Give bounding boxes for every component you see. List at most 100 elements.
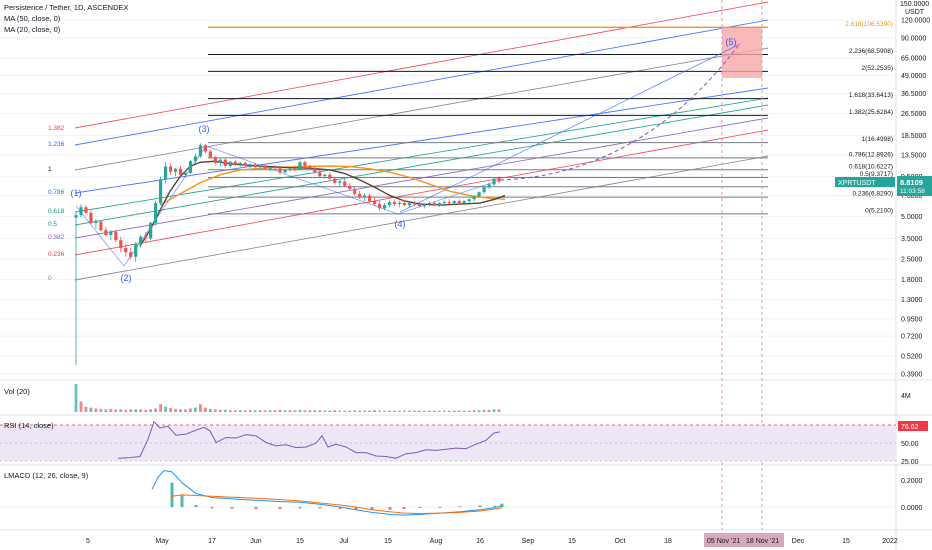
- candle-body: [168, 166, 173, 172]
- candle-body: [178, 168, 183, 175]
- lmacd-hist-bar: [438, 507, 442, 508]
- rsi-polyline: [117, 420, 501, 459]
- price-axis[interactable]: 120.0000 90.0000 65.0000 49.0000 36.5000 26.5…: [901, 18, 930, 379]
- candle-body: [358, 193, 362, 198]
- channel-line: [74, 129, 769, 256]
- volume-bar: [208, 408, 212, 412]
- candle-body: [263, 165, 267, 169]
- ma20-legend: MA (20, close, 0): [4, 25, 61, 34]
- candle-body: [89, 212, 93, 223]
- candle-body: [338, 181, 342, 183]
- time-tick: 18: [664, 538, 672, 545]
- time-tick: Dec: [792, 538, 805, 545]
- volume-bar: [169, 408, 172, 412]
- lmacd-hist-bar: [500, 503, 504, 507]
- candle-body: [368, 195, 372, 202]
- candle-body: [397, 203, 402, 205]
- wave-target-line: [399, 43, 741, 213]
- rsi-value: 76.62: [901, 424, 919, 431]
- candle-body: [159, 179, 163, 204]
- candle-body: [273, 167, 277, 169]
- volume-bar: [363, 410, 367, 412]
- candle-body: [243, 162, 247, 166]
- fib-left-label: 1.382: [48, 125, 65, 132]
- channel-line: [74, 104, 769, 226]
- price-tick: 36.5000: [901, 91, 926, 98]
- channel-line: [74, 97, 769, 213]
- volume-bar: [472, 410, 476, 412]
- volume-bar: [74, 384, 78, 412]
- volume-bar: [89, 407, 93, 412]
- candle-body: [268, 167, 272, 169]
- volume-bar: [189, 408, 192, 412]
- candle-body: [348, 185, 352, 189]
- volume-bar: [288, 410, 292, 412]
- candle-body: [218, 159, 222, 163]
- fib-left-label: 1.236: [48, 141, 65, 148]
- chart-title: Persistence / Tether, 1D, ASCENDEX: [4, 3, 129, 12]
- volume-bar: [373, 410, 376, 412]
- top-partial-tick: 150.0000: [900, 1, 929, 8]
- price-tick: 0.7200: [901, 334, 923, 341]
- candle-body: [124, 247, 128, 253]
- volume-bar: [298, 409, 302, 412]
- candle-body: [422, 204, 426, 207]
- candle-body: [308, 165, 312, 169]
- candle-body: [313, 168, 317, 173]
- volume-bar: [323, 410, 327, 412]
- candle-body: [377, 204, 382, 209]
- price-tick: 0.5200: [901, 354, 923, 361]
- candle-body: [104, 230, 108, 235]
- volume-bar: [427, 410, 431, 412]
- candle-body: [183, 172, 188, 175]
- volume-bar: [378, 410, 381, 412]
- volume-bar: [248, 410, 252, 412]
- volume-bar: [383, 410, 386, 412]
- candle-body: [392, 202, 397, 205]
- fib-right-label: 1.382(25.6284): [849, 109, 893, 116]
- candle-body: [119, 240, 123, 248]
- price-tick: 120.0000: [901, 18, 930, 25]
- last-price: 8.8109: [900, 178, 923, 187]
- candle-body: [213, 157, 217, 163]
- candle-body: [163, 166, 168, 180]
- fib-right-label: 2.236(68.5908): [849, 48, 893, 55]
- fib-right-label: 0.236(6.8290): [853, 191, 893, 198]
- candle-body: [223, 159, 227, 166]
- candle-body: [84, 207, 88, 213]
- fib-left-labels: 1.382 1.236 1 0.786 0.618 0.5 0.382 0.236 0: [48, 125, 65, 282]
- candle-body: [303, 162, 307, 166]
- volume-bar: [398, 410, 401, 412]
- lmacd-hist-bar: [370, 507, 374, 510]
- price-tick: 5.0000: [901, 214, 923, 221]
- projection-path: [499, 45, 739, 181]
- volume-bar: [457, 410, 461, 412]
- lmacd-hist-bar: [418, 507, 422, 508]
- fib-right-label: 2(52.2535): [862, 65, 893, 72]
- time-tick: 5: [86, 538, 90, 545]
- candle-body: [432, 203, 436, 206]
- candle-body: [74, 215, 78, 218]
- volume-bar: [199, 404, 202, 412]
- lmacd-hist-bar: [354, 507, 358, 510]
- time-axis[interactable]: 5 May 17 Jun 15 Jul 15 Aug 16 Sep 15 Oct 18 Dec 15 2022: [86, 538, 898, 545]
- volume-bar: [328, 410, 332, 412]
- volume-bar: [164, 406, 167, 412]
- countdown: 11:03:58: [900, 188, 925, 195]
- volume-bar: [223, 409, 227, 412]
- candle-body: [372, 201, 377, 205]
- lmacd-hist-bar: [298, 507, 302, 509]
- volume-bar: [243, 410, 247, 412]
- rsi-tick-25: 25.00: [901, 459, 919, 466]
- volume-bar: [263, 410, 267, 412]
- wave-label: (2): [121, 273, 132, 283]
- lmacd-hist-bar: [180, 494, 184, 507]
- channel-line: [74, 47, 769, 171]
- fib-right-label: 0.618(10.6227): [849, 163, 893, 170]
- candle-body: [382, 205, 387, 209]
- lmacd-hist-bar: [338, 507, 342, 510]
- date-tag-2-text: 18 Nov '21: [746, 538, 779, 545]
- volume-bar: [104, 409, 108, 412]
- volume-bar: [174, 408, 177, 412]
